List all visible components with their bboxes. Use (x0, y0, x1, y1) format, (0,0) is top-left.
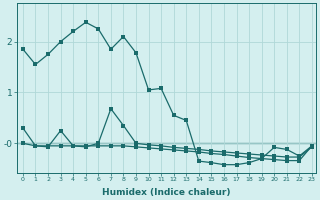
X-axis label: Humidex (Indice chaleur): Humidex (Indice chaleur) (102, 188, 230, 197)
